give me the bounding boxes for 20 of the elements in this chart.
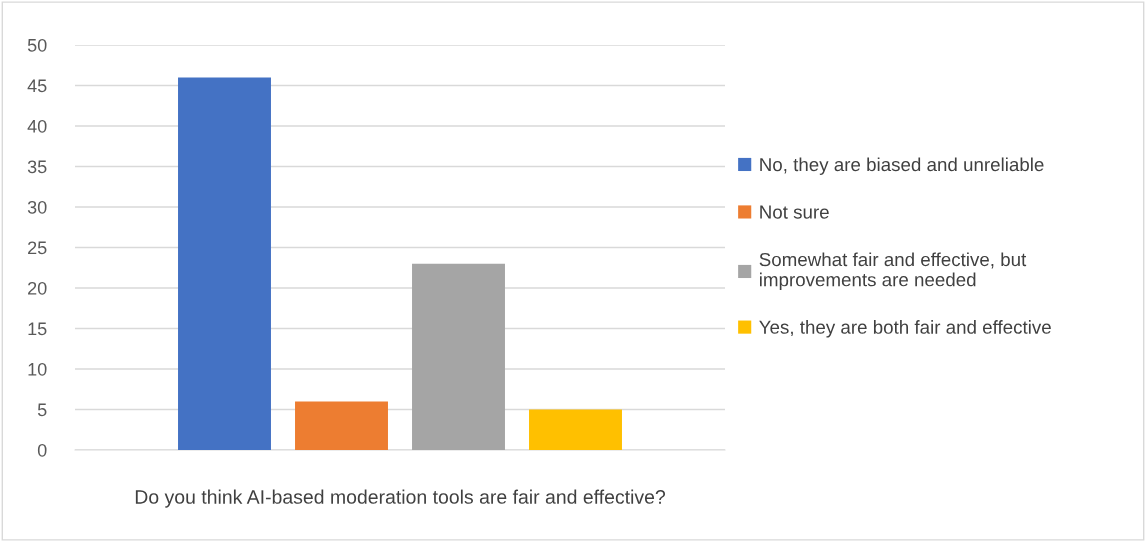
y-tick-label: 10: [28, 362, 47, 376]
y-tick-label: 50: [27, 38, 47, 52]
legend-label: Not sure: [760, 205, 829, 219]
y-tick-label: 45: [27, 79, 47, 93]
y-tick-label: 20: [28, 281, 47, 295]
x-axis-title: Do you think AI-based moderation tools are fair and effective?: [135, 489, 666, 508]
legend-label: No, they are biased and unreliable: [760, 157, 1044, 175]
y-tick-label: 25: [28, 241, 47, 255]
y-tick-label: 35: [27, 160, 47, 174]
y-tick-label: 40: [27, 119, 47, 133]
bar: [295, 401, 388, 450]
bar: [412, 263, 505, 450]
y-tick-label: 15: [28, 322, 47, 336]
y-tick-label: 5: [37, 403, 47, 417]
legend-label: Somewhat fair and effective, but improvements are needed: [759, 252, 1027, 291]
y-tick-label: 30: [27, 200, 47, 214]
bar: [529, 409, 622, 450]
legend-label: Yes, they are both fair and effective: [759, 320, 1051, 338]
y-tick-label: 0: [37, 443, 47, 457]
bar: [178, 77, 271, 450]
